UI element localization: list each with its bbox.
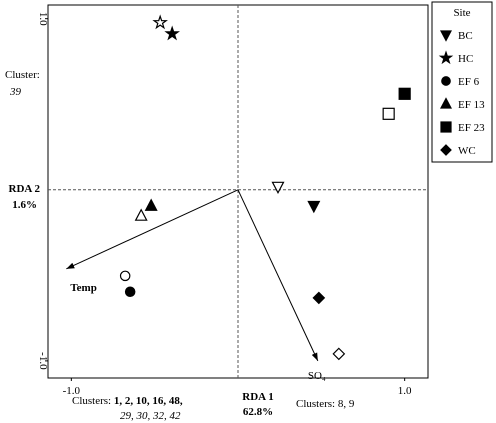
y-tick-label: 1.0 [37,12,49,26]
vector-label: Temp [70,282,97,294]
legend-marker [441,76,451,86]
y-axis-label: RDA 2 [9,183,41,195]
legend-marker [440,97,452,109]
x-axis-label: 62.8% [243,406,273,418]
legend-label: EF 13 [458,99,485,111]
annotation: Clusters: 8, 9 [296,398,355,410]
legend-marker [440,144,452,156]
legend-label: WC [458,145,476,157]
vector-label: SO₄ [308,370,326,382]
legend-marker [440,30,452,42]
annotation: 29, 30, 32, 42 [120,410,181,422]
legend-marker [438,50,454,65]
x-tick-label: 1.0 [398,385,412,397]
annotation: Clusters: 1, 2, 10, 16, 48, [72,395,183,407]
annotation: Cluster: [5,69,40,81]
legend-label: BC [458,30,473,42]
legend-label: EF 23 [458,122,485,134]
point [398,87,411,100]
legend-box [431,1,493,163]
y-tick-label: -1.0 [37,352,49,370]
point [307,200,321,214]
point [332,347,346,361]
point [312,291,326,305]
x-tick-label: -1.0 [63,385,81,397]
legend-label: HC [458,53,473,65]
annotation: 39 [9,86,22,98]
x-axis-label: RDA 1 [242,391,273,403]
vector-arrow [237,189,319,362]
annotation: 1, 2, 10, 16, 48, [114,395,183,407]
point [134,208,148,221]
point [271,181,285,195]
vector-arrow [66,189,239,270]
point [119,270,131,282]
point [152,14,168,30]
point [164,25,180,41]
legend-label: EF 6 [458,76,480,88]
legend-marker [440,121,452,133]
y-axis-label: 1.6% [12,199,37,211]
point [124,286,136,298]
legend-title: Site [453,7,470,19]
annotation: Clusters: [72,395,111,407]
point [382,107,395,120]
point [144,198,158,211]
